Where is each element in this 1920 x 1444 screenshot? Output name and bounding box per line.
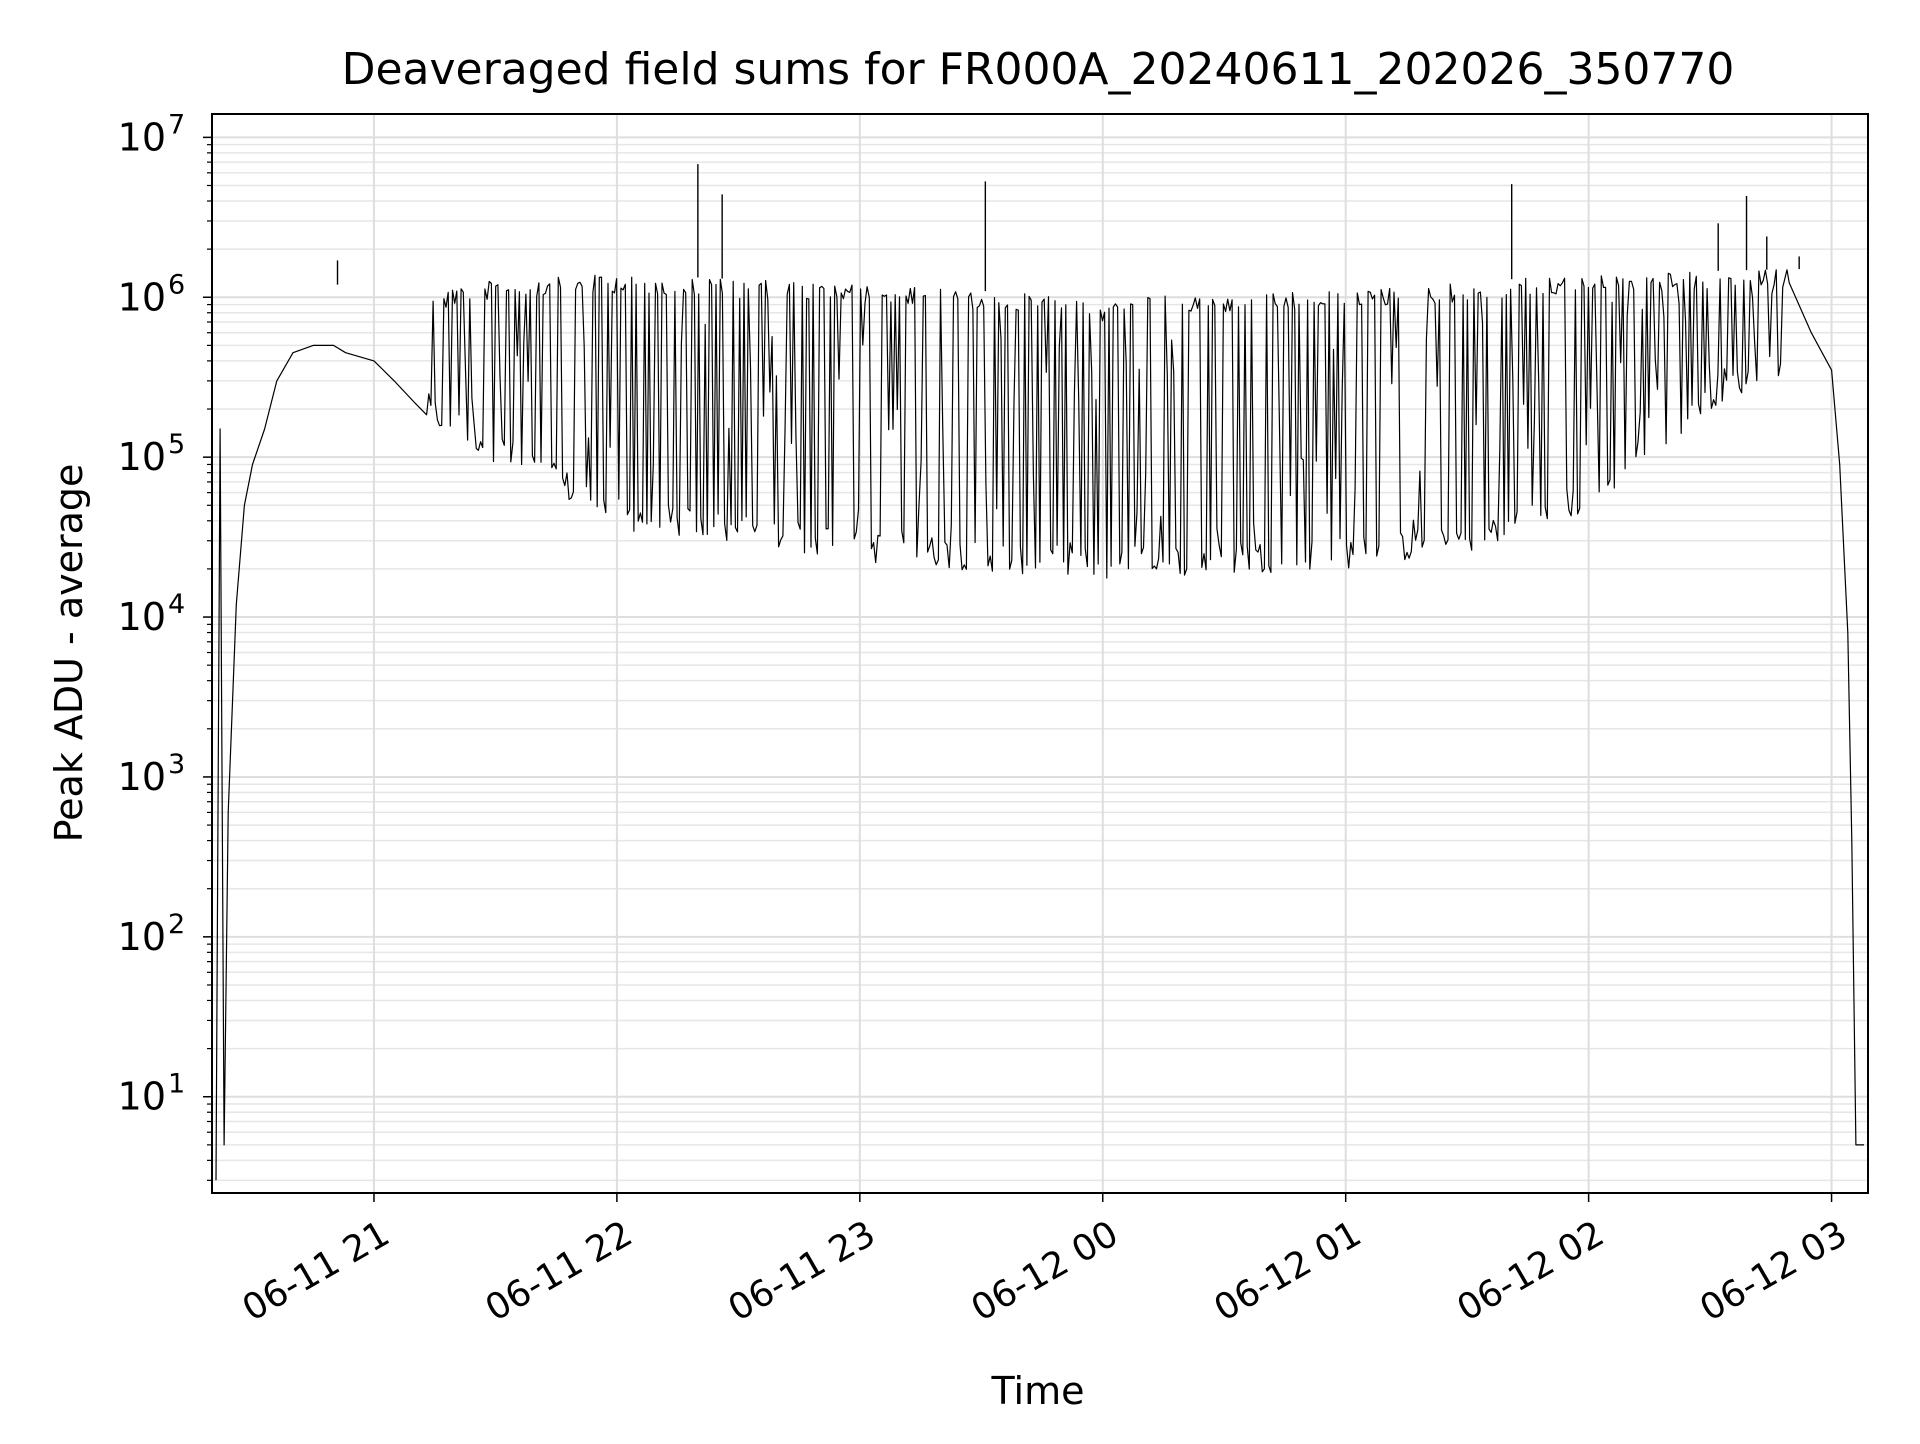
- y-tick-label: 10: [118, 915, 166, 959]
- x-axis-label: Time: [991, 1369, 1085, 1413]
- y-tick-label: 10: [118, 115, 166, 159]
- data-series-line: [215, 269, 1864, 1181]
- y-tick-label: 10: [118, 435, 166, 479]
- y-tick-exponent: 6: [168, 269, 185, 300]
- y-tick-label: 10: [118, 275, 166, 319]
- y-tick-exponent: 3: [168, 749, 185, 780]
- y-tick-label: 10: [118, 755, 166, 799]
- y-tick-exponent: 7: [168, 109, 185, 140]
- y-tick-exponent: 2: [168, 909, 185, 940]
- y-axis-label: Peak ADU - average: [47, 464, 91, 843]
- y-tick-exponent: 5: [168, 429, 185, 460]
- y-tick-exponent: 4: [168, 589, 185, 620]
- y-tick-label: 10: [118, 1075, 166, 1119]
- chart-title: Deaveraged field sums for FR000A_2024061…: [342, 44, 1735, 95]
- axes-frame: [211, 113, 1869, 1194]
- data-line-layer: [215, 164, 1864, 1181]
- y-tick-exponent: 1: [168, 1069, 185, 1100]
- y-tick-label: 10: [118, 595, 166, 639]
